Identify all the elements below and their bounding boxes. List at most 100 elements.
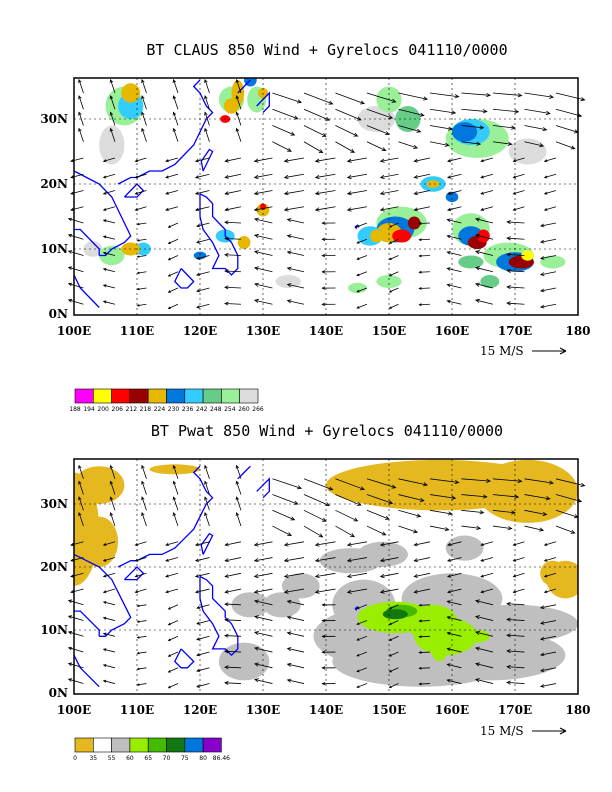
wind-vector-head (141, 95, 145, 100)
wind-vector-head (346, 174, 352, 180)
wind-vector-head (172, 464, 177, 469)
wind-vector-head (447, 191, 452, 195)
shade-region (237, 236, 251, 249)
wind-vector-head (446, 631, 451, 636)
wind-vector (335, 141, 355, 153)
wind-vector (447, 616, 462, 621)
wind-vector-head (321, 681, 326, 686)
wind-vector-head (254, 662, 259, 667)
coastline (174, 648, 195, 669)
wind-vector-head (419, 497, 425, 502)
wind-vector (380, 557, 399, 562)
wind-vector-head (109, 95, 114, 100)
wind-vector-head (204, 480, 208, 485)
wind-vector-head (141, 464, 145, 469)
wind-vector (165, 541, 179, 546)
wind-vector-head (446, 600, 451, 604)
wind-vector (303, 525, 323, 538)
coastline-layer (74, 465, 359, 688)
wind-vector-head (321, 221, 326, 225)
wind-vector (481, 572, 494, 577)
wind-vector (68, 647, 84, 653)
wind-vector-head (167, 606, 171, 610)
wind-vector (110, 95, 116, 110)
wind-vector (165, 557, 179, 562)
wind-vector (287, 251, 305, 256)
shade-region (445, 535, 484, 561)
wind-vector (447, 267, 462, 273)
wind-vector-head (287, 532, 292, 537)
wind-vector (196, 635, 210, 640)
wind-vector-head (78, 496, 82, 501)
shade-region (74, 466, 125, 504)
wind-vector (254, 616, 273, 621)
colorbar-swatch (147, 388, 167, 404)
wind-vector (204, 128, 210, 142)
wind-vector (356, 238, 368, 244)
wind-vector-head (539, 256, 545, 260)
wind-vector-head (418, 635, 422, 639)
wind-vector-head (506, 633, 511, 638)
wind-vector (103, 633, 116, 637)
wind-vector (356, 635, 368, 641)
wind-vector (461, 108, 487, 112)
wind-vector-head (486, 92, 492, 98)
wind-vector-head (539, 527, 545, 532)
pwat-shading (74, 459, 578, 687)
wind-vector-head (253, 158, 259, 163)
wind-vector (540, 667, 557, 672)
wind-vector (137, 620, 147, 623)
panel-claus-frame (73, 77, 579, 316)
wind-vector-head (321, 650, 326, 654)
wind-vector-head (253, 589, 259, 594)
wind-vector (103, 680, 116, 684)
wind-vector-head (506, 680, 511, 685)
wind-vector (447, 206, 462, 211)
x-tick-label: 120E (183, 324, 217, 338)
wind-vector (492, 125, 515, 129)
wind-vector (475, 218, 494, 224)
wind-vector (272, 509, 295, 521)
wind-vector-head (539, 668, 545, 673)
wind-vector (356, 651, 368, 657)
wind-vector (544, 206, 557, 211)
wind-vector (380, 541, 399, 546)
wind-vector-head (475, 233, 480, 238)
colorbar-label: 218 (140, 406, 152, 413)
wind-vector-head (447, 175, 452, 179)
wind-vector (236, 112, 242, 126)
wind-vector (475, 615, 494, 621)
wind-vector (287, 663, 305, 669)
wind-vector (68, 218, 84, 224)
colorbar-label: 266 (252, 406, 264, 413)
wind-vector (254, 679, 273, 684)
wind-vector (135, 206, 147, 211)
wind-vector (78, 512, 84, 527)
wind-vector-head (446, 679, 451, 683)
wind-vector-head (224, 301, 229, 306)
wind-vector (356, 303, 368, 309)
wind-vector-head (318, 149, 324, 154)
wind-vector-head (286, 218, 292, 223)
wind-vector-head (346, 558, 352, 563)
wind-vector-head (102, 616, 107, 620)
wind-vector-head (543, 590, 548, 594)
wind-vector-head (447, 542, 452, 547)
colorbar-label: 248 (210, 406, 222, 413)
wind-vector (137, 255, 147, 258)
wind-vector-head (379, 191, 385, 196)
wind-vector (389, 271, 399, 277)
wind-vector-head (476, 141, 482, 146)
wind-vector (225, 666, 241, 669)
wind-vector-head (416, 513, 422, 518)
wind-vector-head (388, 115, 394, 119)
wind-vector-head (286, 631, 292, 636)
wind-vector (389, 667, 399, 673)
wind-vector (481, 157, 494, 162)
shade-region (540, 255, 566, 269)
shade-region (80, 516, 119, 567)
wind-vector-head (446, 299, 451, 304)
wind-vector-head (322, 132, 327, 137)
wind-vector-head (196, 621, 200, 625)
wind-vector (287, 300, 305, 305)
